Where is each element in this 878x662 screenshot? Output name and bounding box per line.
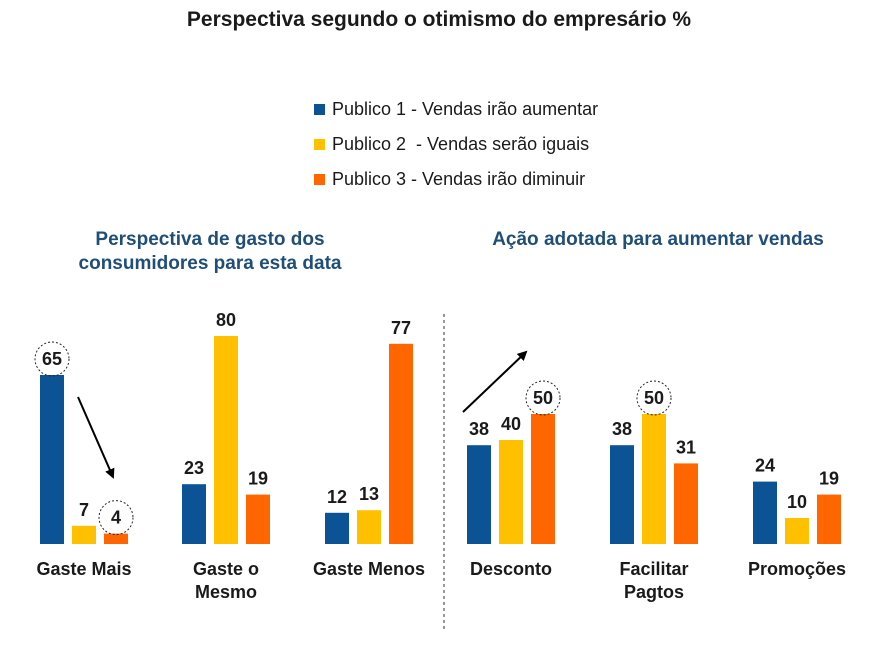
- legend-swatch-publico-1: [314, 104, 325, 115]
- bar-value-label: 10: [787, 492, 807, 512]
- bar: [674, 463, 698, 544]
- bar: [104, 533, 128, 544]
- bar-value-label: 23: [184, 458, 204, 478]
- bar-value-label: 7: [79, 500, 89, 520]
- legend-item-publico-3: Publico 3 - Vendas irão diminuir: [314, 162, 598, 197]
- bar: [467, 445, 491, 544]
- legend-item-publico-2: Publico 2 - Vendas serão iguais: [314, 127, 598, 162]
- legend-swatch-publico-2: [314, 139, 325, 150]
- category-label: Gaste o: [193, 559, 259, 579]
- bar-value-label: 24: [755, 456, 775, 476]
- bar-value-label: 19: [248, 469, 268, 489]
- bar: [40, 375, 64, 544]
- bar-value-label: 4: [111, 508, 121, 528]
- bar-value-label: 50: [533, 388, 553, 408]
- bar-value-label: 13: [359, 484, 379, 504]
- category-label: Facilitar: [619, 559, 688, 579]
- legend-label-publico-2: Publico 2 - Vendas serão iguais: [332, 134, 590, 154]
- bar-value-label: 50: [644, 388, 664, 408]
- bar-value-label: 80: [216, 310, 236, 330]
- highlight-circle: [34, 341, 70, 377]
- category-label: Gaste Mais: [36, 559, 131, 579]
- bar: [325, 512, 349, 544]
- bar: [389, 343, 413, 544]
- category-label: Gaste Menos: [313, 559, 425, 579]
- category-label: Desconto: [470, 559, 552, 579]
- bar: [214, 336, 238, 544]
- bar-value-label: 40: [501, 414, 521, 434]
- bar: [182, 484, 206, 544]
- legend-label-publico-1: Publico 1 - Vendas irão aumentar: [332, 99, 599, 119]
- legend-label-publico-3: Publico 3 - Vendas irão diminuir: [332, 169, 586, 189]
- bar: [72, 525, 96, 544]
- bar-value-label: 31: [676, 437, 696, 457]
- bar: [610, 445, 634, 544]
- bar: [499, 440, 523, 544]
- legend-item-publico-1: Publico 1 - Vendas irão aumentar: [314, 92, 598, 127]
- highlight-circle: [525, 380, 561, 416]
- highlight-circle: [98, 500, 134, 536]
- chart-title: Perspectiva segundo o otimismo do empres…: [186, 8, 692, 31]
- category-label: Pagtos: [624, 582, 684, 602]
- bar: [817, 494, 841, 544]
- bar-value-label: 38: [469, 419, 489, 439]
- legend-swatch-publico-3: [314, 174, 325, 185]
- left-chart-subtitle: Perspectiva de gasto dos consumidores pa…: [78, 229, 342, 274]
- bar: [357, 510, 381, 544]
- bar: [785, 518, 809, 544]
- bar: [246, 494, 270, 544]
- bar-value-label: 65: [42, 349, 62, 369]
- bar: [753, 481, 777, 544]
- bar-value-label: 19: [819, 469, 839, 489]
- category-label: Promoções: [748, 559, 846, 579]
- right-chart-subtitle: Ação adotada para aumentar vendas: [492, 229, 824, 250]
- highlight-circle: [636, 380, 672, 416]
- bar: [531, 414, 555, 544]
- bar: [642, 414, 666, 544]
- bar-value-label: 12: [327, 487, 347, 507]
- legend: Publico 1 - Vendas irão aumentar Publico…: [314, 92, 598, 197]
- trend-arrow-down: [77, 396, 115, 479]
- bar-value-label: 77: [391, 318, 411, 338]
- bar-value-label: 38: [612, 419, 632, 439]
- category-label: Mesmo: [195, 582, 257, 602]
- trend-arrow-up: [462, 350, 528, 413]
